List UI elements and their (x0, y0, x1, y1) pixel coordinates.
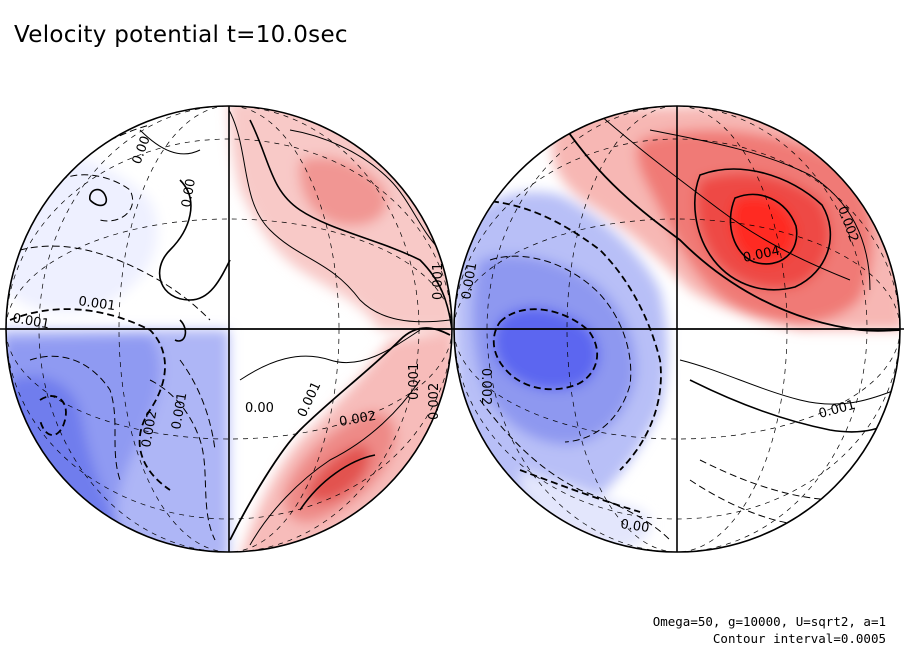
left-label-6: 0.00 (245, 401, 274, 416)
left-label-10: 0.001 (431, 263, 446, 300)
left-hemisphere (5, 105, 453, 553)
left-label-9: 0.001 (169, 391, 190, 430)
contour-interval-note: Contour interval=0.0005 (712, 631, 886, 646)
right-negative-lower (520, 470, 651, 550)
left-contour-labels: 0.001 0.001 0.00 0.002 0.002 0.001 0.00 … (11, 134, 446, 449)
left-label-8: 0.002 (427, 383, 442, 420)
right-label-5: 0.00 (619, 517, 650, 536)
left-label-7: 0.001 (407, 363, 422, 400)
left-positive-lower-core (305, 445, 371, 502)
left-label-1: 0.001 (11, 311, 50, 332)
parameters-note: Omega=50, g=10000, U=sqrt2, a=1 (652, 614, 886, 629)
chart-title: Velocity potential t=10.0sec (14, 22, 348, 48)
left-label-0: 0.001 (77, 294, 116, 314)
right-hemisphere (453, 105, 901, 553)
right-label-2: 0.001 (459, 261, 480, 300)
left-positive-upper-core (299, 156, 388, 226)
left-label-2: 0.00 (179, 178, 199, 209)
left-label-4: 0.002 (338, 409, 377, 430)
left-label-3: 0.002 (139, 409, 160, 448)
right-label-4: 0.002 (478, 368, 493, 405)
